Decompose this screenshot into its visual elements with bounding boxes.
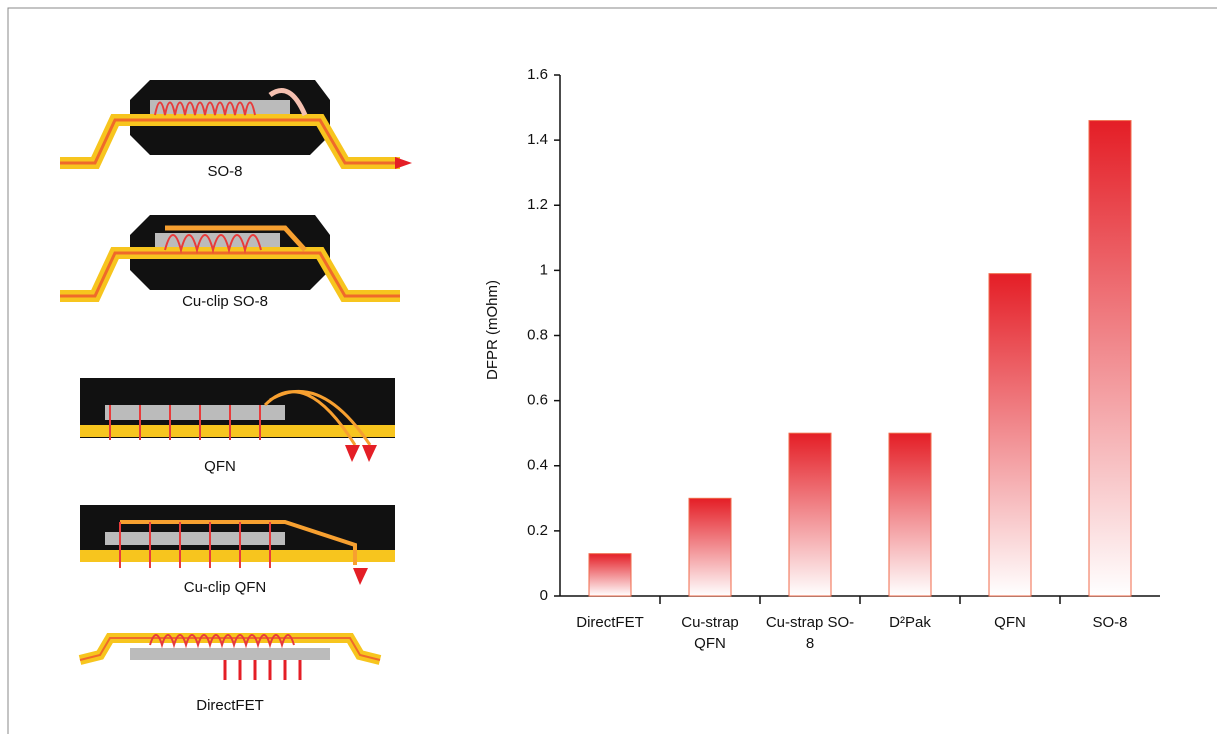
caption: DirectFET <box>196 697 264 714</box>
x-tick-label: QFN <box>994 614 1026 631</box>
cu-clip-so8-illustration <box>60 215 400 302</box>
x-tick-label: Cu-strap QFN <box>681 614 739 652</box>
directfet-illustration <box>78 633 382 680</box>
y-tick-label: 1.2 <box>527 196 548 213</box>
y-tick-label: 1 <box>540 261 548 278</box>
x-tick-label: DirectFET <box>576 614 644 631</box>
bar <box>988 273 1032 597</box>
cu-clip-qfn-illustration <box>80 505 395 585</box>
bar <box>788 432 832 597</box>
y-tick-label: 0.4 <box>527 457 548 474</box>
bar <box>1088 120 1132 597</box>
qfn-illustration <box>80 378 395 462</box>
bar <box>888 432 932 597</box>
y-tick-label: 0.2 <box>527 522 548 539</box>
y-tick-label: 1.4 <box>527 131 548 148</box>
y-axis-label: DFPR (mOhm) <box>484 280 501 380</box>
caption: Cu-clip SO-8 <box>182 293 268 310</box>
y-tick-label: 0.8 <box>527 326 548 343</box>
frame <box>7 7 1217 734</box>
caption: SO-8 <box>207 163 242 180</box>
bar <box>588 553 632 597</box>
y-tick-label: 1.6 <box>527 66 548 83</box>
x-tick-label: SO-8 <box>1092 614 1128 631</box>
caption: QFN <box>204 458 236 475</box>
bar <box>688 497 732 597</box>
caption: Cu-clip QFN <box>184 579 267 596</box>
so8-illustration <box>60 80 412 169</box>
y-tick-label: 0.6 <box>527 392 548 409</box>
x-tick-label: D²Pak <box>889 614 931 631</box>
x-tick-label: Cu-strap SO-8 <box>765 614 855 652</box>
y-tick-label: 0 <box>540 587 548 604</box>
